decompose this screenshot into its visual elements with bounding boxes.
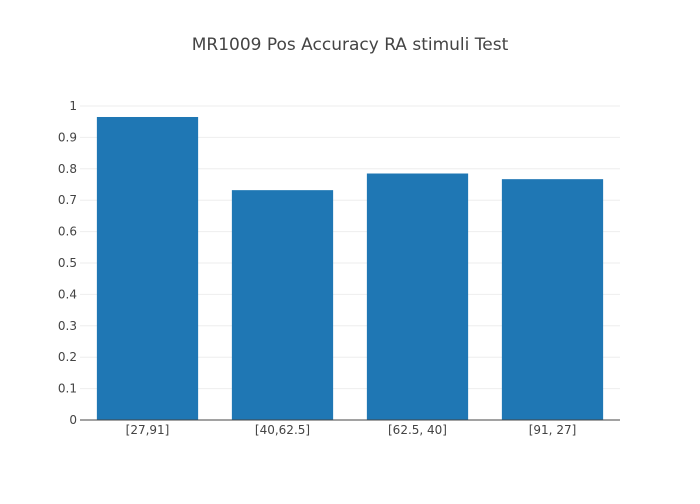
y-tick-label: 0	[69, 413, 77, 427]
y-tick-label: 0.1	[58, 382, 77, 396]
y-tick-label: 0.9	[58, 130, 77, 144]
y-tick-label: 0.4	[58, 287, 77, 301]
y-tick-label: 0.6	[58, 225, 77, 239]
y-tick-label: 0.8	[58, 162, 77, 176]
y-tick-label: 0.7	[58, 193, 77, 207]
bar[interactable]	[96, 116, 199, 421]
y-axis-ticks: 0 0.1 0.2 0.3 0.4 0.5 0.6 0.7 0.8 0.9 1	[58, 99, 77, 427]
y-tick-label: 0.2	[58, 350, 77, 364]
bar[interactable]	[501, 179, 604, 420]
x-tick-label: [27,91]	[126, 423, 170, 437]
x-tick-label: [40,62.5]	[255, 423, 310, 437]
bar[interactable]	[231, 190, 334, 420]
y-tick-label: 1	[69, 99, 77, 113]
chart-title: MR1009 Pos Accuracy RA stimuli Test	[192, 35, 509, 55]
x-tick-label: [91, 27]	[529, 423, 577, 437]
bar[interactable]	[366, 173, 469, 420]
y-tick-label: 0.3	[58, 319, 77, 333]
x-axis-ticks: [27,91] [40,62.5] [62.5, 40] [91, 27]	[126, 423, 577, 437]
bars	[96, 116, 604, 421]
y-tick-label: 0.5	[58, 256, 77, 270]
x-tick-label: [62.5, 40]	[388, 423, 447, 437]
